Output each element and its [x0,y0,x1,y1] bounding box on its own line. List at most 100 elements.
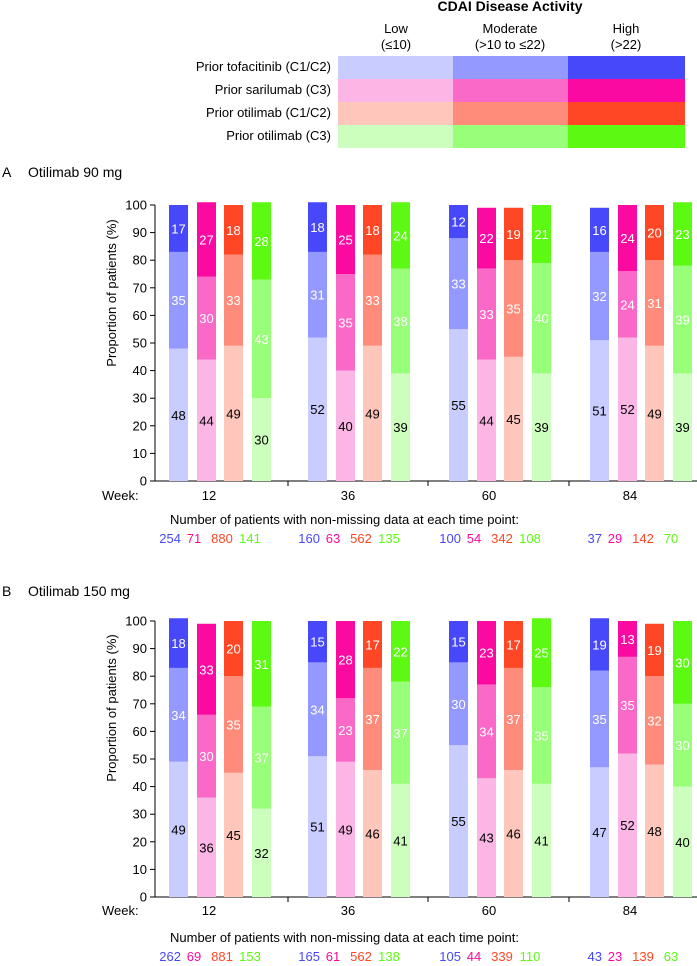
legend-level-high-range: (>22) [611,37,642,52]
panel-a-bar-label-week36-group1-low: 52 [310,402,324,417]
panel-a-bar-label-week36-group2-high: 25 [338,233,352,248]
panel-b-bar-week36-group3-high [363,621,382,668]
legend-level-low-name: Low [384,21,408,36]
panel-b-bar-label-week84-group2-high: 13 [620,632,634,647]
panel-a-week-tick-label: 60 [482,488,496,503]
panel-a-week-tick-label: 36 [341,488,355,503]
panel-b-bar-week84-group3-low [645,764,664,897]
panel-b-bar-week36-group4-moderate [391,681,410,784]
panel-a-ylabel: Proportion of patients (%) [104,219,119,366]
panel-b-week-tick-label: 36 [341,903,355,918]
panel-b-n-week60-group4: 110 [520,949,541,964]
panel-a-bar-week84-group4-high [673,202,692,266]
legend-swatch-otilimab-c1c2-high [568,102,685,125]
panel-a-bar-label-week12-group1-low: 48 [171,408,185,423]
panel-b-bar-week12-group1-moderate [169,667,188,762]
panel-a-bar-week84-group1-high [590,207,609,252]
panel-a-n-week12-group4: 141 [239,531,261,546]
panel-b-bar-label-week36-group4-high: 22 [393,644,407,659]
panel-a-bar-week12-group3-moderate [224,254,243,346]
panel-b-bar-week36-group3-low [363,770,382,897]
panel-a-n-week12-group1: 254 [159,531,181,546]
legend-level-moderate-range: (>10 to ≤22) [475,37,545,52]
panel-a-bar-week60-group1-low [449,329,468,481]
panel-a-bar-label-week84-group2-low: 52 [620,402,634,417]
panel-a-bar-label-week36-group3-low: 49 [365,406,379,421]
panel-b-bar-week60-group3-moderate [504,667,523,771]
panel-b-bar-label-week36-group2-high: 28 [338,653,352,668]
panel-b-bar-label-week12-group1-moderate: 34 [171,708,185,723]
panel-b-bar-label-week36-group3-high: 17 [365,637,379,652]
panel-b-bar-week60-group1-low [449,745,468,897]
panel-b-y-tick-label: 30 [133,807,147,822]
panel-b-bar-week12-group4-high [252,621,271,707]
panel-b-bar-week12-group3-moderate [224,676,243,773]
panel-a-bar-week12-group3-low [224,345,243,481]
panel-a-bar-label-week36-group3-moderate: 33 [365,293,379,308]
panel-b-plot: 0 10 20 30 40 50 60 70 80 90 100 49 34 18 36 30 33 45 35 20… [125,614,697,964]
panel-a-y-tick-label: 20 [133,418,147,433]
panel-b-bar-week36-group1-high [308,621,327,663]
legend-swatch-tofacitinib-moderate [453,56,568,79]
panel-b-bar-label-week36-group4-moderate: 37 [393,726,407,741]
panel-a-bar-week84-group3-high [645,205,664,261]
panel-b-n-week12-group2: 69 [187,949,201,964]
panel-b-bar-label-week12-group3-high: 20 [226,642,240,657]
panel-b-bar-week36-group2-high [336,621,355,699]
legend-level-high-name: High [613,21,640,36]
panel-a-n-week36-group4: 135 [378,531,400,546]
panel-b-bar-label-week12-group1-low: 49 [171,822,185,837]
panel-a-bar-week84-group3-low [645,345,664,481]
panel-a-n-week60-group4: 108 [519,531,541,546]
panel-a-bar-week12-group2-low [197,359,216,481]
panel-a-bar-label-week84-group1-high: 16 [592,223,606,238]
panel-b-bar-label-week60-group3-moderate: 37 [506,712,520,727]
panel-a-bar-week60-group4-high [532,205,551,263]
panel-b-bar-week36-group2-moderate [336,698,355,762]
panel-a-bar-week60-group4-low [532,373,551,481]
panel-a-bar-week12-group4-moderate [252,279,271,399]
panel-b-bar-label-week12-group3-moderate: 35 [226,718,240,733]
panel-a-bar-label-week36-group4-high: 24 [393,228,407,243]
panel-b-bar-week84-group4-low [673,786,692,897]
panel-a-bar-label-week84-group4-moderate: 39 [675,313,689,328]
panel-b-n-week36-group4: 138 [378,949,400,964]
panel-b-bar-week60-group1-moderate [449,662,468,746]
panel-a-bar-label-week60-group4-moderate: 40 [534,311,548,326]
panel-b-bar-week36-group1-moderate [308,662,327,757]
panel-b-bar-week36-group3-moderate [363,667,382,771]
panel-b-bar-label-week84-group3-high: 19 [647,643,661,658]
panel-a-bar-week84-group1-low [590,340,609,481]
panel-a-letter: A [2,164,12,180]
panel-b-bar-week12-group1-high [169,618,188,668]
panel-b-bar-label-week84-group1-moderate: 35 [592,712,606,727]
panel-b-bar-label-week84-group4-low: 40 [675,835,689,850]
panel-b-bar-label-week84-group4-high: 30 [675,655,689,670]
panel-b-bar-label-week60-group4-low: 41 [534,833,548,848]
panel-b-n-week60-group3: 339 [491,949,513,964]
panel-a-bar-week12-group2-high [197,202,216,277]
panel-a-n-title: Number of patients with non-missing data… [170,512,519,527]
legend-swatch-otilimab-c1c2-low [338,102,453,125]
panel-b-bar-label-week60-group3-low: 46 [506,827,520,842]
panel-b-bar-label-week84-group1-low: 47 [592,825,606,840]
panel-b-y-tick-label: 70 [133,696,147,711]
panel-a-bar-label-week84-group3-low: 49 [647,406,661,421]
legend-swatch-sarilumab-low [338,79,453,102]
panel-b-y-tick-label: 90 [133,641,147,656]
panel-b-y-tick-label: 10 [133,862,147,877]
panel-a-n-week12-group2: 71 [187,531,201,546]
panel-a-y-tick-label: 60 [133,308,147,323]
legend-swatch-otilimab-c1c2-moderate [453,102,568,125]
legend-swatch-otilimab-c3-low [338,125,453,148]
panel-a-bar-label-week12-group2-moderate: 30 [199,311,213,326]
panel-a-bar-label-week12-group4-low: 30 [254,433,268,448]
panel-b-bar-week84-group2-moderate [618,656,637,754]
panel-a-bar-label-week84-group4-low: 39 [675,420,689,435]
panel-b-bar-week36-group4-high [391,621,410,682]
panel-a-bar-label-week12-group1-moderate: 35 [171,293,185,308]
panel-a-bar-label-week36-group2-moderate: 35 [338,315,352,330]
panel-a-bar-label-week12-group4-moderate: 43 [254,332,268,347]
panel-a-bar-label-week84-group3-moderate: 31 [647,296,661,311]
panel-b-title: Otilimab 150 mg [28,583,130,599]
